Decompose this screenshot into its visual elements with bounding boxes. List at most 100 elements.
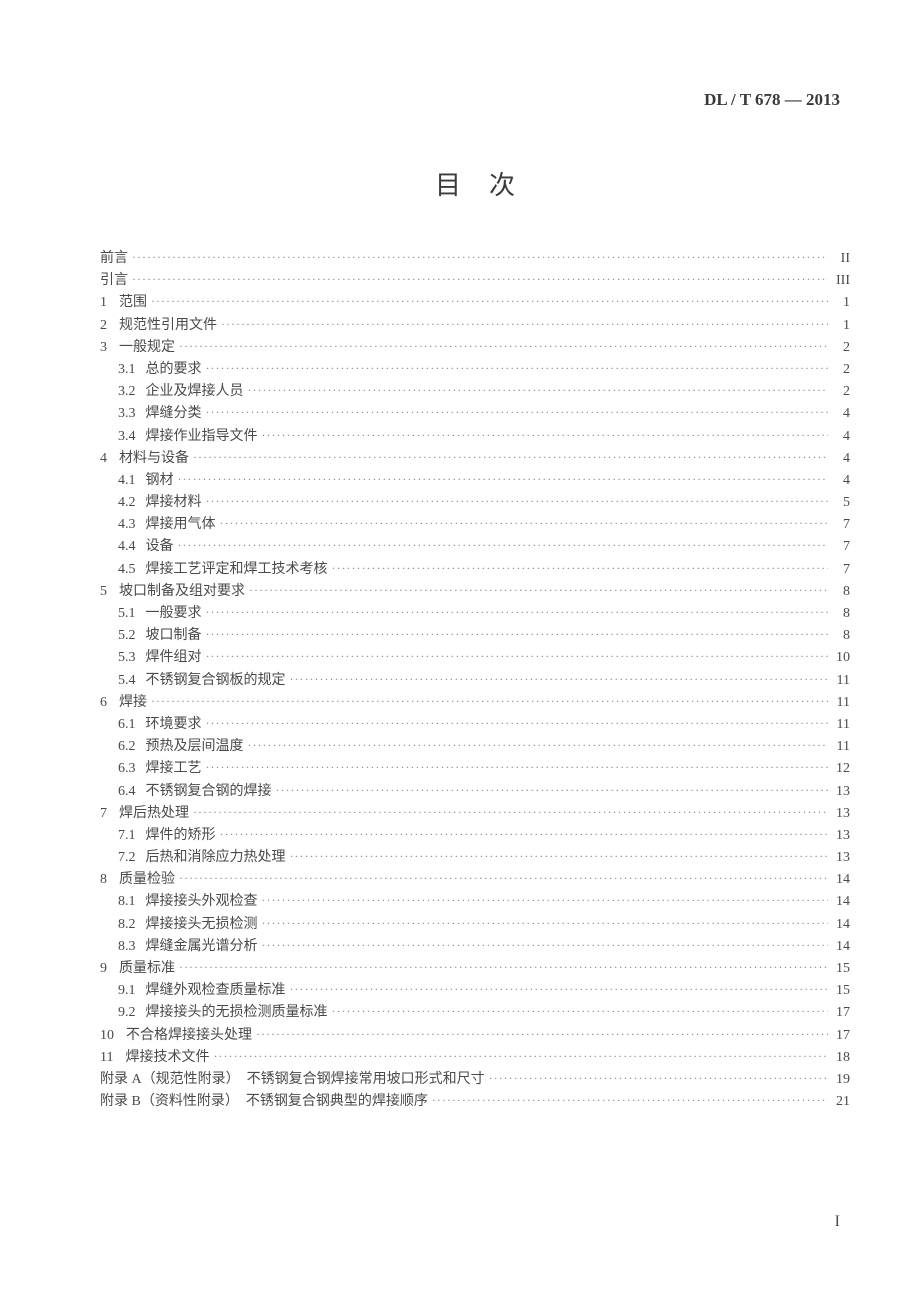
toc-entry-page: III [832, 274, 850, 288]
toc-entry-number: 6.2 [118, 740, 136, 754]
toc-entry: 5.3焊件组对10 [100, 651, 850, 665]
toc-leader-dots [262, 429, 829, 441]
toc-entry: 4.4设备7 [100, 540, 850, 554]
toc-entry: 3.1总的要求2 [100, 363, 850, 377]
toc-entry-page: 2 [832, 363, 850, 377]
toc-leader-dots [220, 517, 829, 529]
toc-entry: 10不合格焊接接头处理17 [100, 1029, 850, 1043]
toc-entry-number: 9 [100, 962, 107, 976]
toc-leader-dots [206, 495, 829, 507]
toc-entry-number: 5.4 [118, 674, 136, 688]
toc-entry-number: 9.2 [118, 1006, 136, 1020]
toc-entry-page: 8 [832, 629, 850, 643]
toc-entry-page: 8 [832, 585, 850, 599]
toc-entry-page: 19 [832, 1073, 850, 1087]
toc-entry-number: 4.2 [118, 496, 136, 510]
toc-entry-number: 3.4 [118, 430, 136, 444]
toc-entry-number: 1 [100, 296, 107, 310]
toc-leader-dots [206, 362, 829, 374]
toc-entry-page: 15 [832, 962, 850, 976]
toc-entry-label: 焊接 [119, 696, 147, 710]
toc-entry: 8质量检验14 [100, 873, 850, 887]
toc-leader-dots [262, 894, 829, 906]
toc-entry-number: 6.1 [118, 718, 136, 732]
toc-entry-page: 11 [832, 696, 850, 710]
toc-entry-label: 焊接工艺 [146, 762, 202, 776]
toc-entry-number: 8 [100, 873, 107, 887]
toc-entry-label: 焊后热处理 [119, 807, 189, 821]
toc-leader-dots [248, 384, 829, 396]
toc-entry-page: 14 [832, 940, 850, 954]
toc-entry: 附录 A（规范性附录） 不锈钢复合钢焊接常用坡口形式和尺寸 19 [100, 1073, 850, 1087]
toc-leader-dots [248, 739, 829, 751]
toc-entry-label: 企业及焊接人员 [146, 385, 244, 399]
toc-entry-label: 附录 A（规范性附录） 不锈钢复合钢焊接常用坡口形式和尺寸 [100, 1073, 485, 1087]
toc-entry: 4.5焊接工艺评定和焊工技术考核7 [100, 563, 850, 577]
toc-entry-label: 规范性引用文件 [119, 319, 217, 333]
toc-entry: 3.3焊缝分类4 [100, 407, 850, 421]
toc-entry: 3.2企业及焊接人员2 [100, 385, 850, 399]
toc-entry-label: 焊接接头外观检查 [146, 895, 258, 909]
toc-entry: 4.2焊接材料5 [100, 496, 850, 510]
document-page: DL / T 678 — 2013 目次 前言II引言III1范围12规范性引用… [0, 0, 920, 1157]
toc-entry-page: 4 [832, 474, 850, 488]
toc-entry-label: 设备 [146, 540, 174, 554]
toc-entry-page: 7 [832, 518, 850, 532]
toc-entry-number: 11 [100, 1051, 113, 1065]
toc-leader-dots [206, 650, 829, 662]
toc-entry-number: 8.1 [118, 895, 136, 909]
toc-entry-number: 4.4 [118, 540, 136, 554]
toc-entry-page: 13 [832, 829, 850, 843]
toc-leader-dots [276, 784, 829, 796]
toc-leader-dots [151, 695, 828, 707]
toc-entry-label: 焊接用气体 [146, 518, 216, 532]
toc-entry: 4材料与设备4 [100, 452, 850, 466]
toc-entry-page: 14 [832, 918, 850, 932]
toc-entry: 6.1环境要求11 [100, 718, 850, 732]
toc-entry-number: 4.3 [118, 518, 136, 532]
toc-leader-dots [332, 562, 829, 574]
toc-entry-number: 6.3 [118, 762, 136, 776]
toc-entry-label: 焊件的矫形 [146, 829, 216, 843]
toc-leader-dots [179, 340, 828, 352]
toc-entry-page: 1 [832, 319, 850, 333]
toc-leader-dots [489, 1072, 828, 1084]
toc-entry-label: 钢材 [146, 474, 174, 488]
toc-entry-page: 7 [832, 563, 850, 577]
toc-entry: 5坡口制备及组对要求8 [100, 585, 850, 599]
toc-entry-page: 21 [832, 1095, 850, 1109]
toc-entry-number: 9.1 [118, 984, 136, 998]
toc-entry-number: 4.5 [118, 563, 136, 577]
toc-entry-label: 焊缝金属光谱分析 [146, 940, 258, 954]
toc-entry-number: 8.3 [118, 940, 136, 954]
toc-leader-dots [179, 872, 828, 884]
toc-entry-label: 焊接作业指导文件 [146, 430, 258, 444]
toc-entry: 6.4不锈钢复合钢的焊接13 [100, 785, 850, 799]
toc-leader-dots [290, 850, 829, 862]
toc-entry: 9质量标准15 [100, 962, 850, 976]
toc-entry: 3一般规定2 [100, 341, 850, 355]
toc-leader-dots [213, 1050, 828, 1062]
toc-entry-number: 3.2 [118, 385, 136, 399]
page-number: I [835, 1213, 840, 1231]
toc-entry-page: 4 [832, 407, 850, 421]
toc-entry-page: 17 [832, 1006, 850, 1020]
toc-entry-page: 11 [832, 740, 850, 754]
toc-entry-number: 3.3 [118, 407, 136, 421]
toc-entry: 3.4焊接作业指导文件4 [100, 430, 850, 444]
toc-entry-page: 8 [832, 607, 850, 621]
toc-leader-dots [151, 295, 828, 307]
toc-entry-label: 不锈钢复合钢的焊接 [146, 785, 272, 799]
toc-entry-page: II [832, 252, 850, 266]
toc-entry: 2规范性引用文件1 [100, 319, 850, 333]
toc-entry: 附录 B（资料性附录） 不锈钢复合钢典型的焊接顺序21 [100, 1095, 850, 1109]
toc-entry-page: 14 [832, 873, 850, 887]
toc-leader-dots [432, 1094, 828, 1106]
toc-entry-number: 8.2 [118, 918, 136, 932]
toc-entry: 5.1一般要求8 [100, 607, 850, 621]
toc-entry-label: 材料与设备 [119, 452, 189, 466]
toc-leader-dots [249, 584, 828, 596]
toc-entry-label: 焊缝外观检查质量标准 [146, 984, 286, 998]
toc-leader-dots [206, 606, 829, 618]
toc-leader-dots [193, 451, 828, 463]
